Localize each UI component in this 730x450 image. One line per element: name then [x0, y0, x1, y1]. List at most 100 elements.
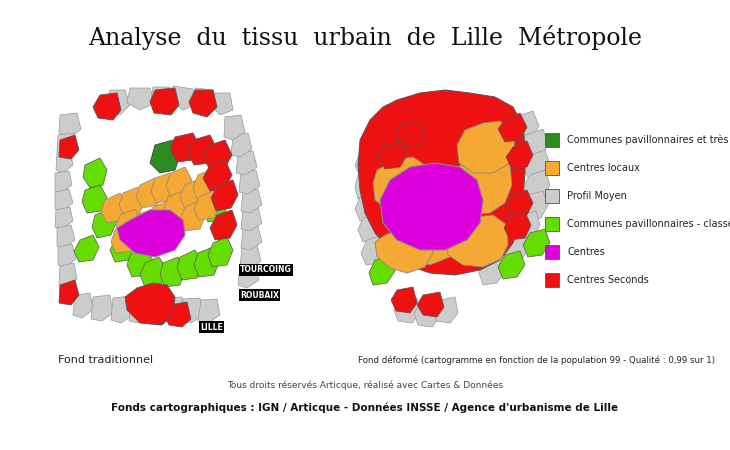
Polygon shape: [127, 248, 153, 277]
Polygon shape: [241, 207, 262, 231]
Text: Analyse  du  tissu  urbain  de  Lille  Métropole: Analyse du tissu urbain de Lille Métropo…: [88, 26, 642, 50]
Polygon shape: [520, 129, 548, 160]
Polygon shape: [187, 135, 217, 165]
Polygon shape: [511, 111, 539, 141]
Polygon shape: [160, 257, 185, 287]
Polygon shape: [523, 150, 550, 180]
Polygon shape: [521, 191, 548, 220]
Polygon shape: [203, 160, 232, 191]
Polygon shape: [378, 142, 407, 169]
Polygon shape: [91, 295, 113, 321]
Polygon shape: [414, 303, 440, 327]
Polygon shape: [194, 191, 220, 220]
Polygon shape: [213, 93, 233, 115]
Text: Fond traditionnel: Fond traditionnel: [58, 355, 153, 365]
Polygon shape: [380, 163, 483, 250]
Polygon shape: [55, 189, 73, 211]
Bar: [545, 245, 559, 259]
Polygon shape: [129, 297, 150, 323]
Polygon shape: [438, 108, 465, 138]
Polygon shape: [164, 191, 190, 220]
Bar: [545, 273, 559, 287]
Polygon shape: [151, 87, 175, 107]
Polygon shape: [74, 235, 99, 262]
Polygon shape: [417, 292, 444, 317]
Polygon shape: [59, 263, 77, 287]
Polygon shape: [149, 201, 175, 230]
Text: Communes pavillonnaires - classes aisées: Communes pavillonnaires - classes aisées: [567, 219, 730, 229]
Polygon shape: [105, 90, 130, 115]
Polygon shape: [445, 215, 508, 267]
Polygon shape: [180, 179, 206, 209]
Text: Fonds cartographiques : IGN / Articque - Données INSSE / Agence d'urbanisme de L: Fonds cartographiques : IGN / Articque -…: [112, 403, 618, 413]
Text: Centres Seconds: Centres Seconds: [567, 275, 649, 285]
Polygon shape: [59, 280, 79, 305]
Polygon shape: [210, 210, 237, 240]
Polygon shape: [55, 171, 72, 193]
Polygon shape: [137, 233, 157, 257]
Polygon shape: [432, 297, 458, 323]
Polygon shape: [125, 283, 175, 325]
Polygon shape: [498, 113, 527, 142]
Polygon shape: [55, 207, 73, 229]
Polygon shape: [506, 141, 533, 169]
Polygon shape: [453, 155, 512, 215]
Polygon shape: [355, 192, 383, 221]
Polygon shape: [164, 302, 191, 327]
Polygon shape: [150, 140, 180, 173]
Text: Tous droits réservés Articque, réalisé avec Cartes & Données: Tous droits réservés Articque, réalisé a…: [227, 380, 503, 390]
Polygon shape: [73, 293, 93, 318]
Bar: [545, 217, 559, 231]
Polygon shape: [411, 105, 439, 134]
Text: Centres locaux: Centres locaux: [567, 163, 640, 173]
Polygon shape: [170, 133, 200, 162]
Polygon shape: [151, 173, 177, 203]
Polygon shape: [117, 210, 185, 257]
Polygon shape: [116, 209, 142, 239]
Polygon shape: [361, 235, 388, 265]
Polygon shape: [140, 257, 167, 287]
Polygon shape: [506, 190, 533, 217]
Polygon shape: [240, 245, 261, 269]
Polygon shape: [373, 157, 427, 213]
Polygon shape: [458, 105, 485, 135]
Polygon shape: [193, 88, 217, 111]
Polygon shape: [203, 140, 232, 170]
Polygon shape: [503, 233, 529, 262]
Text: ROUBAIX: ROUBAIX: [240, 291, 279, 300]
Text: LILLE: LILLE: [200, 323, 223, 332]
Polygon shape: [198, 299, 220, 323]
Polygon shape: [146, 297, 168, 321]
Polygon shape: [180, 201, 206, 231]
Polygon shape: [211, 180, 238, 211]
Polygon shape: [204, 195, 227, 222]
Polygon shape: [457, 121, 515, 173]
Polygon shape: [231, 133, 252, 157]
Polygon shape: [58, 244, 76, 267]
Polygon shape: [241, 226, 262, 250]
Polygon shape: [369, 257, 395, 285]
Polygon shape: [82, 185, 107, 213]
Polygon shape: [361, 125, 390, 155]
Polygon shape: [355, 148, 383, 177]
Polygon shape: [428, 103, 455, 132]
Polygon shape: [56, 151, 73, 173]
Polygon shape: [119, 187, 145, 217]
Polygon shape: [224, 115, 245, 140]
Polygon shape: [57, 133, 77, 155]
Polygon shape: [101, 193, 128, 223]
Polygon shape: [238, 263, 259, 288]
Polygon shape: [498, 251, 525, 279]
Text: Profil Moyen: Profil Moyen: [567, 191, 627, 201]
Polygon shape: [504, 212, 531, 240]
Polygon shape: [485, 105, 512, 135]
Polygon shape: [241, 189, 262, 213]
Polygon shape: [110, 233, 135, 262]
Polygon shape: [523, 170, 550, 200]
Polygon shape: [381, 113, 409, 143]
Polygon shape: [390, 215, 457, 265]
Polygon shape: [189, 90, 217, 117]
Polygon shape: [236, 151, 257, 175]
Polygon shape: [166, 167, 192, 198]
Polygon shape: [194, 247, 220, 277]
